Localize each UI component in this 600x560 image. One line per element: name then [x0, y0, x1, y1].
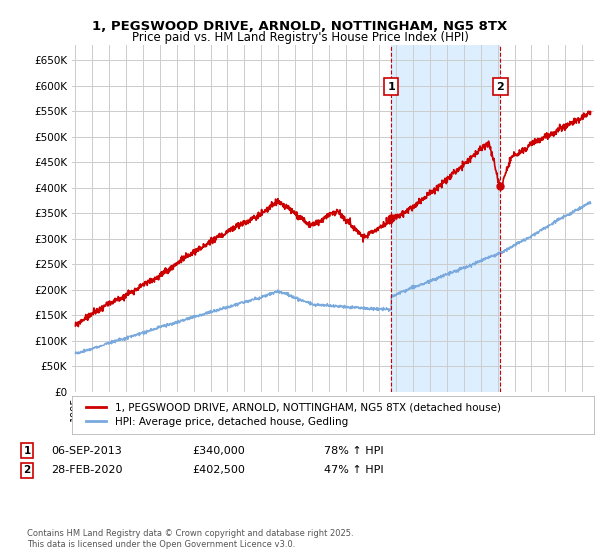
- Text: Contains HM Land Registry data © Crown copyright and database right 2025.
This d: Contains HM Land Registry data © Crown c…: [27, 529, 353, 549]
- Text: 2: 2: [23, 465, 31, 475]
- Text: 1: 1: [23, 446, 31, 456]
- Text: 2: 2: [497, 82, 504, 92]
- Text: 1: 1: [387, 82, 395, 92]
- Text: 28-FEB-2020: 28-FEB-2020: [51, 465, 122, 475]
- Text: £340,000: £340,000: [192, 446, 245, 456]
- Bar: [391, 45, 500, 392]
- Text: 47% ↑ HPI: 47% ↑ HPI: [324, 465, 383, 475]
- Legend: 1, PEGSWOOD DRIVE, ARNOLD, NOTTINGHAM, NG5 8TX (detached house), HPI: Average pr: 1, PEGSWOOD DRIVE, ARNOLD, NOTTINGHAM, N…: [82, 400, 504, 430]
- Text: Price paid vs. HM Land Registry's House Price Index (HPI): Price paid vs. HM Land Registry's House …: [131, 31, 469, 44]
- Text: 1, PEGSWOOD DRIVE, ARNOLD, NOTTINGHAM, NG5 8TX: 1, PEGSWOOD DRIVE, ARNOLD, NOTTINGHAM, N…: [92, 20, 508, 32]
- Text: 06-SEP-2013: 06-SEP-2013: [51, 446, 122, 456]
- Text: 78% ↑ HPI: 78% ↑ HPI: [324, 446, 383, 456]
- Text: £402,500: £402,500: [192, 465, 245, 475]
